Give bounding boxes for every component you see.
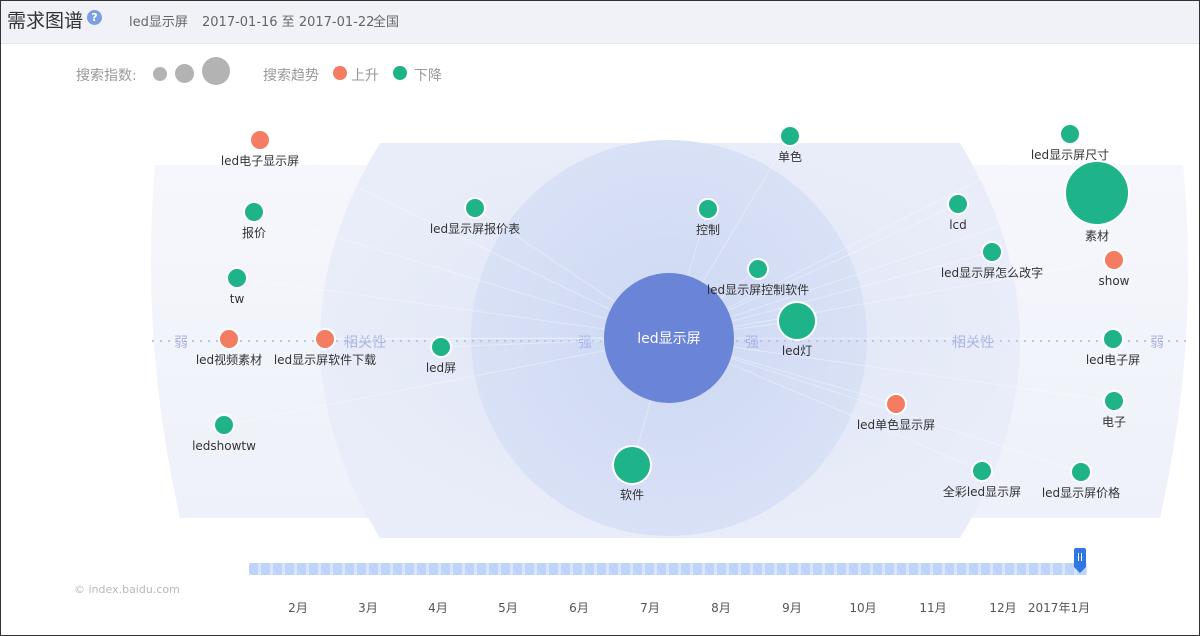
index-legend-label: 搜索指数:: [76, 68, 137, 84]
keyword-label: ledshowtw: [192, 439, 256, 453]
down-trend-icon: [393, 66, 407, 80]
keyword-label: 素材: [1085, 229, 1109, 243]
keyword-bubble[interactable]: [213, 414, 235, 436]
keyword-bubble[interactable]: [777, 301, 817, 341]
up-trend-icon: [333, 66, 347, 80]
node-link: [259, 139, 670, 339]
keyword-label: led显示屏报价表: [430, 221, 520, 236]
node-link: [236, 277, 670, 339]
keyword-bubble[interactable]: [612, 445, 652, 485]
keyword-label: led视频素材: [196, 352, 262, 367]
keyword-bubble[interactable]: [1103, 249, 1125, 271]
help-icon[interactable]: ?: [87, 10, 102, 25]
timeline-month-label[interactable]: 8月: [711, 601, 731, 615]
timeline-track[interactable]: [249, 563, 1087, 575]
node-link: [668, 337, 1082, 473]
node-link: [668, 192, 1098, 339]
timeline-month-label[interactable]: 2017年1月: [1027, 601, 1091, 615]
trend-legend-label: 搜索趋势: [263, 68, 319, 84]
keyword-label: led电子屏: [1086, 353, 1140, 367]
date-range: 2017-01-16 至 2017-01-22: [202, 15, 375, 30]
page-title: 需求图谱: [7, 10, 84, 32]
timeline-handle-icon[interactable]: [1073, 548, 1087, 574]
center-keyword-bubble[interactable]: [604, 273, 734, 403]
region-label: 全国: [373, 15, 400, 30]
keyword-bubble[interactable]: [249, 129, 271, 151]
timeline-month-label[interactable]: 7月: [640, 601, 660, 615]
node-link: [668, 337, 1114, 340]
node-link: [668, 133, 1071, 339]
down-legend-label: 下降: [414, 68, 442, 84]
timeline-month-label[interactable]: 3月: [358, 601, 378, 615]
center-keyword-label: led显示屏: [637, 331, 700, 347]
band-label: 弱: [174, 335, 188, 351]
keyword-bubble[interactable]: [697, 198, 719, 220]
keyword-bubble[interactable]: [464, 197, 486, 219]
timeline-month-label[interactable]: 9月: [782, 601, 802, 615]
band-label: 强: [745, 335, 759, 351]
timeline-month-label[interactable]: 5月: [498, 601, 518, 615]
keyword-bubble[interactable]: [243, 201, 265, 223]
keyword-label: 电子: [1102, 415, 1126, 429]
keyword-bubble[interactable]: [947, 193, 969, 215]
keyword-bubble[interactable]: [779, 125, 801, 147]
node-link: [223, 337, 670, 426]
keyword-bubble[interactable]: [885, 393, 907, 415]
keyword-label: 控制: [696, 223, 720, 237]
band-label: 强: [578, 335, 592, 351]
keyword-label: lcd: [949, 218, 967, 232]
timeline-month-label[interactable]: 6月: [569, 601, 589, 615]
band-label: 相关性: [952, 335, 994, 351]
up-legend-label: 上升: [351, 68, 379, 84]
band-label: 相关性: [344, 335, 386, 351]
keyword-label: led显示屏软件下载: [274, 353, 376, 367]
keyword-bubble[interactable]: [1064, 160, 1130, 226]
keyword-bubble[interactable]: [1103, 390, 1125, 412]
node-link: [668, 337, 1115, 402]
header-bar: 需求图谱 ? led显示屏 2017-01-16 至 2017-01-22 全国: [1, 1, 1199, 44]
keyword-label: 单色: [778, 150, 802, 164]
keyword-label: led显示屏控制软件: [707, 283, 809, 297]
keyword-label: led显示屏价格: [1042, 485, 1120, 500]
keyword-label: led显示屏尺寸: [1031, 148, 1109, 162]
keyword-bubble[interactable]: [218, 328, 240, 350]
keyword-bubble[interactable]: [314, 328, 336, 350]
keyword-bubble[interactable]: [1102, 328, 1124, 350]
size-medium-icon: [175, 64, 194, 83]
keyword-bubble[interactable]: [747, 258, 769, 280]
timeline-month-label[interactable]: 12月: [989, 601, 1017, 615]
keyword-label: 全彩led显示屏: [943, 484, 1021, 499]
keyword-bubble[interactable]: [226, 267, 248, 289]
keyword-label: led电子显示屏: [221, 154, 299, 168]
keyword-label: led显示屏怎么改字: [941, 265, 1043, 280]
timeline-month-label[interactable]: 4月: [428, 601, 448, 615]
keyword-bubble[interactable]: [981, 241, 1003, 263]
keyword-bubble[interactable]: [1070, 461, 1092, 483]
keyword-label: tw: [230, 292, 245, 306]
keyword-label: 软件: [620, 488, 644, 502]
keyword-label: led灯: [782, 344, 812, 358]
timeline-month-label[interactable]: 2月: [288, 601, 308, 615]
size-small-icon: [153, 67, 167, 81]
keyword-label: led屏: [426, 361, 456, 375]
keyword-label: 报价: [242, 225, 266, 240]
size-large-icon: [202, 57, 230, 85]
watermark-text: © index.baidu.com: [74, 583, 180, 596]
node-link: [668, 259, 1115, 339]
timeline-month-label[interactable]: 11月: [919, 601, 947, 615]
timeline-month-label[interactable]: 10月: [849, 601, 877, 615]
keyword-bubble[interactable]: [1059, 123, 1081, 145]
keyword-label: led显示屏: [129, 15, 188, 30]
keyword-bubble[interactable]: [430, 336, 452, 358]
keyword-label: led单色显示屏: [857, 418, 935, 432]
keyword-label: show: [1098, 274, 1129, 288]
keyword-bubble[interactable]: [971, 460, 993, 482]
node-link: [228, 337, 670, 340]
node-link: [253, 211, 670, 339]
band-label: 弱: [1150, 335, 1164, 351]
